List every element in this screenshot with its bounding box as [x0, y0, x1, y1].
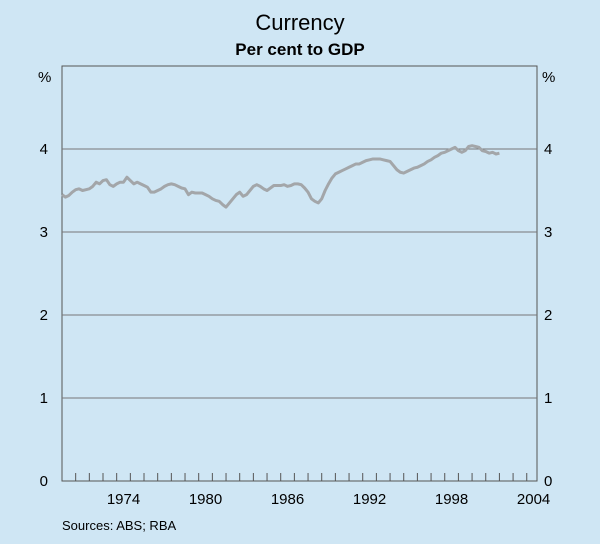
x-tick-label: 1998: [435, 491, 468, 508]
y-tick-label-left: 2: [40, 307, 48, 324]
x-tick-label: 1986: [271, 491, 304, 508]
y-tick-label-left: 1: [40, 390, 48, 407]
y-tick-labels-left: 0 1 2 3 4: [40, 141, 48, 490]
x-tick-label: 2004: [517, 491, 550, 508]
y-tick-label-left: 3: [40, 224, 48, 241]
y-tick-label-right: 2: [544, 307, 552, 324]
series-line-currency: [61, 144, 500, 209]
chart-title: Currency: [255, 10, 344, 35]
x-tick-marks: [75, 473, 528, 481]
x-tick-label: 1980: [189, 491, 222, 508]
plot-area: [61, 65, 538, 482]
source-note: Sources: ABS; RBA: [62, 518, 176, 533]
x-tick-label: 1992: [353, 491, 386, 508]
y-tick-label-left: 0: [40, 473, 48, 490]
y-tick-label-right: 4: [544, 141, 552, 158]
x-tick-label: 1974: [107, 491, 140, 508]
y-tick-label-right: 3: [544, 224, 552, 241]
y-tick-label-right: 1: [544, 390, 552, 407]
y-tick-label-left: 4: [40, 141, 48, 158]
y-tick-label-right: 0: [544, 473, 552, 490]
y-unit-left: %: [38, 69, 51, 86]
x-tick-labels: 1974 1980 1986 1992 1998 2004: [107, 491, 550, 508]
y-tick-labels-right: 0 1 2 3 4: [544, 141, 552, 490]
chart-subtitle: Per cent to GDP: [235, 40, 364, 59]
y-unit-right: %: [542, 69, 555, 86]
